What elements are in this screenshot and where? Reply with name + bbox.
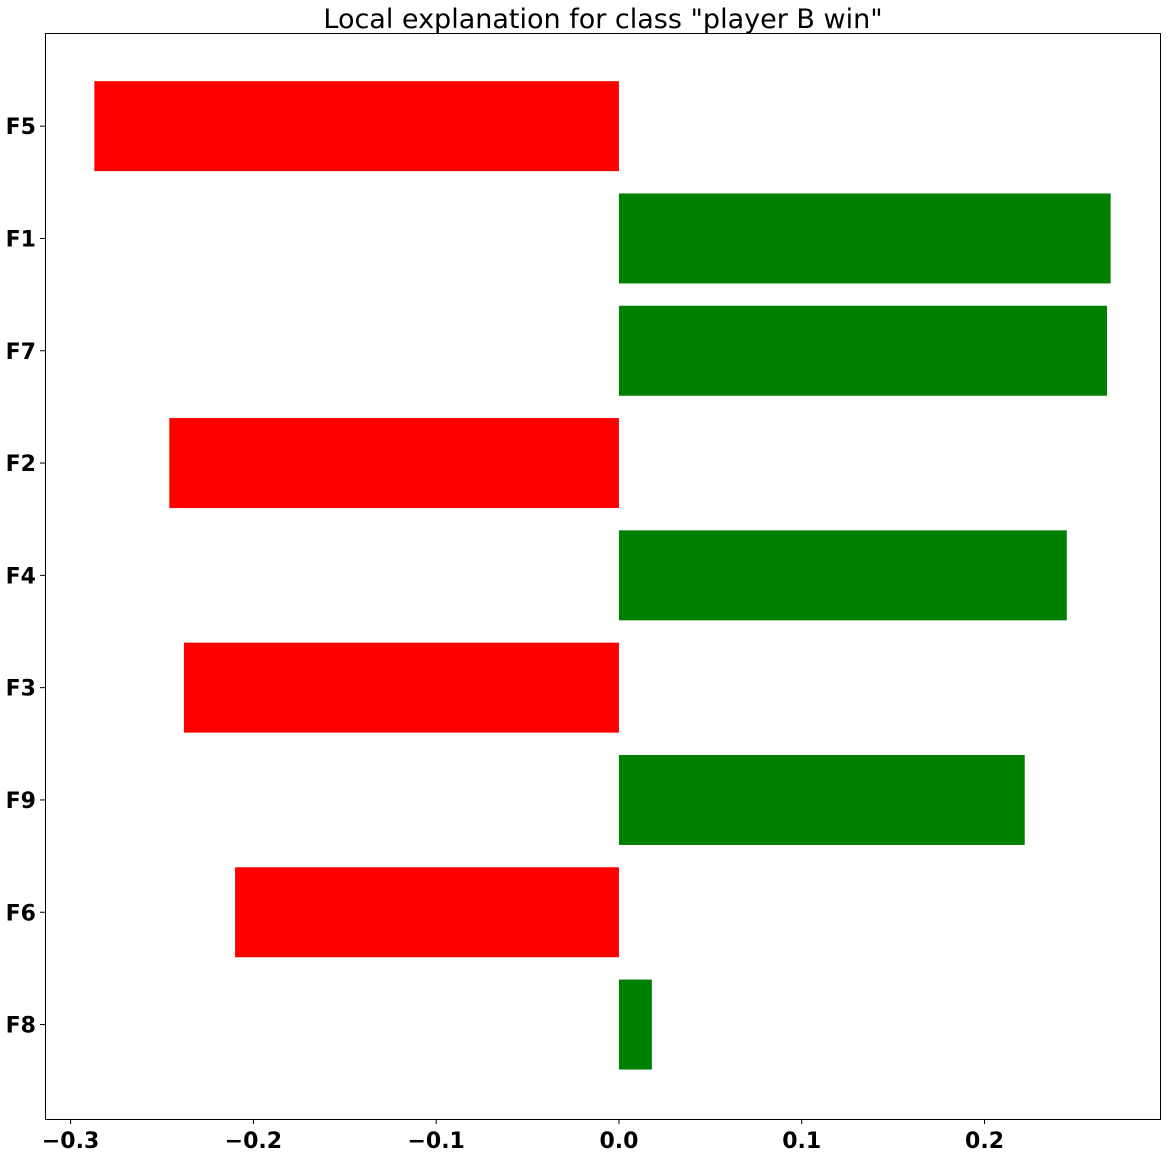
x-tick-label: 0.0 xyxy=(599,1129,638,1154)
bar-f1 xyxy=(618,193,1111,284)
y-axis: F5 F1 F7 F2 F4 F3 F9 F6 F8 xyxy=(6,115,45,1039)
y-tick-label: F5 xyxy=(6,115,36,140)
y-tick-label: F9 xyxy=(6,789,36,814)
x-tick-label: −0.2 xyxy=(225,1129,282,1154)
bar-f9 xyxy=(618,754,1025,845)
x-axis: −0.3 −0.2 −0.1 0.0 0.1 0.2 xyxy=(42,1119,1004,1154)
chart-title: Local explanation for class "player B wi… xyxy=(323,4,882,35)
bar-f7 xyxy=(618,305,1107,396)
x-tick-label: 0.1 xyxy=(782,1129,821,1154)
y-tick-label: F6 xyxy=(6,901,36,926)
axes-frame xyxy=(45,33,1161,1120)
y-tick-label: F8 xyxy=(6,1014,36,1039)
bars-group xyxy=(94,81,1111,1070)
y-tick-label: F3 xyxy=(6,677,36,702)
x-tick-label: 0.2 xyxy=(965,1129,1004,1154)
y-tick-label: F7 xyxy=(6,340,36,365)
y-tick-label: F4 xyxy=(6,564,36,589)
y-tick-label: F2 xyxy=(6,452,36,477)
y-tick-label: F1 xyxy=(6,227,36,252)
bar-f5 xyxy=(94,81,619,172)
bar-f4 xyxy=(618,530,1067,621)
x-tick-label: −0.1 xyxy=(407,1129,464,1154)
bar-f3 xyxy=(183,642,619,733)
bar-f2 xyxy=(169,418,619,509)
bar-f6 xyxy=(235,867,619,958)
x-tick-label: −0.3 xyxy=(42,1129,99,1154)
bar-f8 xyxy=(618,979,652,1070)
